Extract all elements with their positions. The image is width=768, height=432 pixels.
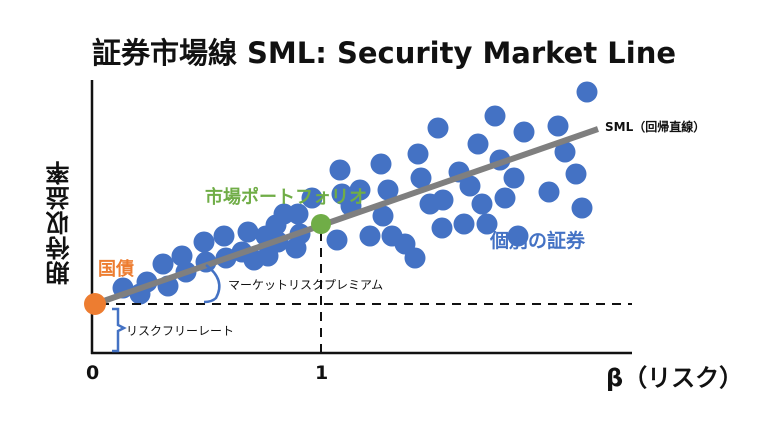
x-axis-label: β（リスク） (606, 364, 744, 392)
x-tick-0: 0 (86, 362, 100, 384)
risk-free-asset-label: 国債 (98, 259, 134, 280)
security-dot (507, 225, 529, 247)
security-dot (459, 175, 481, 197)
market-portfolio-point (311, 214, 331, 234)
security-dot (503, 167, 525, 189)
security-dot (547, 115, 569, 137)
security-dot (554, 141, 576, 163)
security-dot (576, 81, 598, 103)
security-dot (404, 247, 426, 269)
sml-line (94, 126, 599, 307)
security-dot (494, 187, 516, 209)
risk-free-rate-label: リスクフリーレート (126, 324, 235, 338)
market-portfolio-label: 市場ポートフォリオ (205, 187, 367, 208)
security-dot (301, 187, 323, 209)
security-dot (193, 231, 215, 253)
market-risk-premium-bracket (203, 264, 221, 304)
y-axis-label: 期待収益率 (46, 160, 74, 285)
x-tick-1: 1 (315, 362, 329, 384)
sml-line-label: SML（回帰直線） (605, 120, 706, 134)
security-dot (484, 105, 506, 127)
risk-free-rate-brace (112, 307, 127, 353)
security-dot (571, 197, 593, 219)
security-dot (377, 179, 399, 201)
page-title: 証券市場線 SML: Security Market Line (91, 36, 677, 70)
security-dot (213, 225, 235, 247)
security-dot (427, 117, 449, 139)
security-dot (453, 213, 475, 235)
security-dot (359, 225, 381, 247)
security-dot (467, 133, 489, 155)
security-dot (471, 193, 493, 215)
security-dot (326, 229, 348, 251)
security-dot (370, 153, 392, 175)
security-dot (407, 143, 429, 165)
security-dot (372, 205, 394, 227)
individual-securities-label: 個別の証券 (490, 230, 586, 252)
security-dot (410, 167, 432, 189)
security-dot (476, 213, 498, 235)
risk-free-point (84, 293, 106, 315)
security-dot (237, 221, 259, 243)
security-dot (329, 159, 351, 181)
security-dot (349, 179, 371, 201)
security-dot (287, 203, 309, 225)
market-risk-premium-label: マーケットリスクプレミアム (228, 278, 384, 292)
security-dot (152, 253, 174, 275)
security-dot (538, 181, 560, 203)
security-dot (432, 189, 454, 211)
security-dot (431, 217, 453, 239)
security-dot (171, 245, 193, 267)
security-dot (513, 121, 535, 143)
security-dot (565, 163, 587, 185)
